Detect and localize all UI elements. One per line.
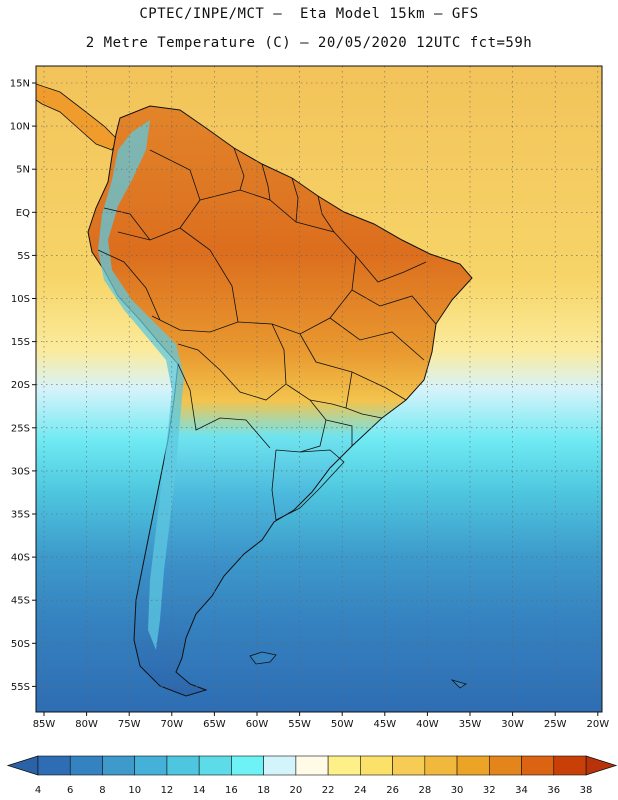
colorbar-bin xyxy=(553,755,587,776)
lon-label: 75W xyxy=(118,719,141,730)
plot-frame xyxy=(35,65,603,713)
lat-label: 15S xyxy=(11,337,30,348)
title-line-1: CPTEC/INPE/MCT – Eta Model 15km – GFS xyxy=(139,6,479,22)
colorbar-label: 38 xyxy=(580,785,593,796)
south-georgia-island xyxy=(450,679,467,689)
lon-label: 60W xyxy=(246,719,269,730)
colorbar-label: 10 xyxy=(128,785,141,796)
colorbar-label: 34 xyxy=(515,785,528,796)
lon-label: 65W xyxy=(203,719,226,730)
colorbar-label: 30 xyxy=(451,785,464,796)
falkland-islands xyxy=(249,651,277,665)
colorbar-label: 32 xyxy=(483,785,496,796)
lat-label: 50S xyxy=(11,639,30,650)
country-borders xyxy=(97,147,437,521)
lon-label: 35W xyxy=(459,719,482,730)
colorbar-bin xyxy=(166,755,200,776)
lat-label: 45S xyxy=(11,596,30,607)
lat-label: 35S xyxy=(11,510,30,521)
colorbar-over-arrow xyxy=(585,755,618,776)
lat-label: 10S xyxy=(11,294,30,305)
colorbar-bin xyxy=(295,755,329,776)
colorbar-bin xyxy=(424,755,458,776)
lat-label: 15N xyxy=(10,79,30,90)
lon-label: 40W xyxy=(416,719,439,730)
central-america-landmass xyxy=(36,83,119,151)
colorbar-label: 36 xyxy=(547,785,560,796)
colorbar-bin xyxy=(231,755,264,776)
lon-label: 45W xyxy=(373,719,396,730)
colorbar-bin xyxy=(456,755,490,776)
lon-label: 85W xyxy=(33,719,56,730)
colorbar-bin xyxy=(134,755,168,776)
colorbar-bin xyxy=(102,755,136,776)
lat-label: 5S xyxy=(17,251,30,262)
latitude-axis: 15N 10N 5N EQ 5S 10S 15S 20S 25S 30S 35S 40S 45S 50S 5… xyxy=(10,79,36,693)
colorbar: 4 6 8 10 12 14 16 18 20 22 24 26 28 30 32 34 36 38 xyxy=(6,755,618,796)
lat-label: 40S xyxy=(11,553,30,564)
lon-label: 55W xyxy=(288,719,311,730)
colorbar-label: 4 xyxy=(35,785,41,796)
colorbar-bin xyxy=(392,755,426,776)
colorbar-label: 18 xyxy=(257,785,270,796)
colorbar-bin xyxy=(37,755,71,776)
colorbar-under-arrow xyxy=(6,755,39,776)
colorbar-label: 20 xyxy=(290,785,303,796)
title-line-2: 2 Metre Temperature (C) – 20/05/2020 12U… xyxy=(85,35,533,51)
andes-highland xyxy=(98,120,184,650)
colorbar-bin xyxy=(263,755,297,776)
colorbar-bin xyxy=(327,755,361,776)
colorbar-label: 12 xyxy=(161,785,174,796)
colorbar-label: 8 xyxy=(99,785,105,796)
colorbar-label: 16 xyxy=(225,785,238,796)
colorbar-label: 24 xyxy=(354,785,367,796)
lon-label: 30W xyxy=(501,719,524,730)
colorbar-label: 26 xyxy=(386,785,399,796)
colorbar-label: 14 xyxy=(193,785,206,796)
lat-label: 20S xyxy=(11,380,30,391)
colorbar-label: 6 xyxy=(67,785,73,796)
lon-label: 50W xyxy=(331,719,354,730)
colorbar-bin xyxy=(488,755,522,776)
lon-label: 20W xyxy=(586,719,609,730)
colorbar-label: 22 xyxy=(322,785,335,796)
lat-label: EQ xyxy=(16,208,30,219)
lat-label: 55S xyxy=(11,682,30,693)
colorbar-bin xyxy=(521,755,555,776)
colorbar-bin xyxy=(360,755,393,776)
colorbar-bin xyxy=(69,755,103,776)
lat-label: 30S xyxy=(11,466,30,477)
colorbar-bin xyxy=(198,755,232,776)
longitude-axis: 85W 80W 75W 70W 65W 60W 55W 50W 45W 40W 35W 30W 25W 2… xyxy=(33,712,609,730)
lon-label: 70W xyxy=(160,719,183,730)
lat-label: 25S xyxy=(11,423,30,434)
colorbar-label: 28 xyxy=(418,785,431,796)
lat-label: 10N xyxy=(10,122,30,133)
lon-label: 25W xyxy=(544,719,567,730)
lon-label: 80W xyxy=(75,719,98,730)
lat-label: 5N xyxy=(16,165,30,176)
